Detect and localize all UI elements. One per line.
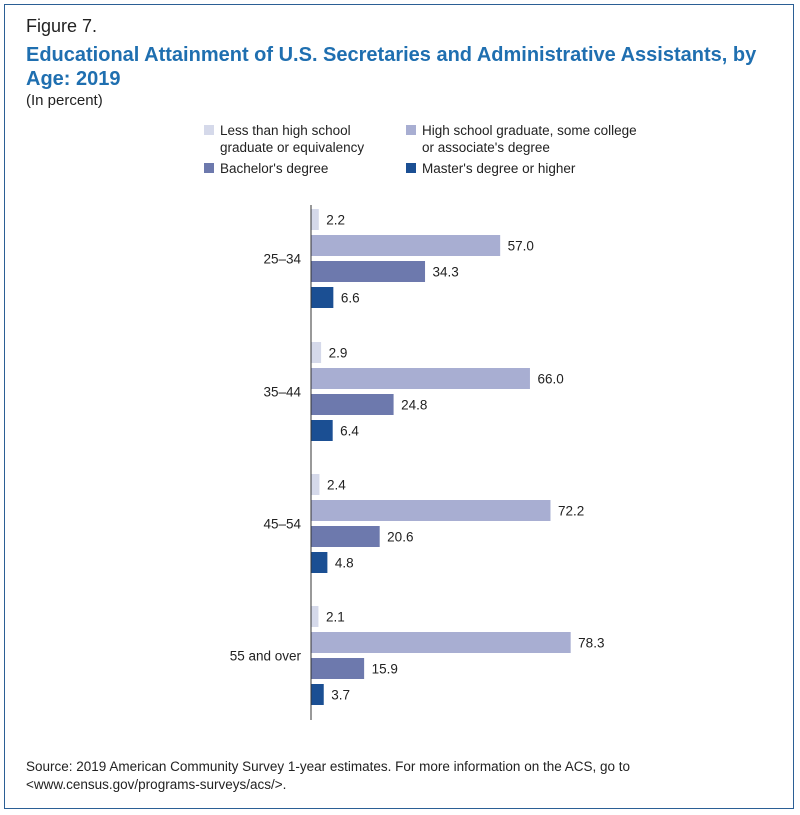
bar-35-44-series-1 [311,368,530,389]
bar-45-54-series-3 [311,552,328,573]
legend-swatch-less-than-high-school [204,125,214,135]
data-label-55-and-over-series-0: 2.1 [326,610,345,625]
data-label-55-and-over-series-3: 3.7 [331,688,350,703]
data-label-35-44-series-0: 2.9 [329,346,348,361]
legend-swatch-bachelors [204,163,214,173]
data-label-35-44-series-3: 6.4 [340,424,359,439]
bar-35-44-series-3 [311,420,333,441]
category-label-55-and-over: 55 and over [230,649,302,664]
bar-25-34-series-0 [311,209,319,230]
figure-label: Figure 7. [26,16,98,36]
bar-45-54-series-1 [311,500,551,521]
bar-35-44-series-0 [311,342,322,363]
bar-25-34-series-2 [311,261,426,282]
legend-label-high-school-some-college: High school graduate, some college or as… [422,123,637,155]
data-label-25-34-series-3: 6.6 [341,291,360,306]
bar-55-and-over-series-2 [311,658,365,679]
legend-item-high-school-some-college: High school graduate, some college or as… [406,122,637,156]
legend-item-masters: Master's degree or higher [406,160,612,177]
legend-label-less-than-high-school: Less than high school graduate or equiva… [220,123,365,155]
bar-25-34-series-1 [311,235,501,256]
data-label-55-and-over-series-1: 78.3 [578,636,604,651]
legend-label-masters: Master's degree or higher [422,161,576,176]
source-note: Source: 2019 American Community Survey 1… [26,759,631,792]
legend-swatch-high-school-some-college [406,125,416,135]
bar-45-54-series-0 [311,474,320,495]
bar-25-34-series-3 [311,287,334,308]
chart-subtitle: (In percent) [26,92,103,109]
bar-45-54-series-2 [311,526,380,547]
legend-item-less-than-high-school: Less than high school graduate or equiva… [204,122,395,156]
data-label-35-44-series-1: 66.0 [537,372,563,387]
category-label-25-34: 25–34 [263,252,301,267]
legend-label-bachelors: Bachelor's degree [220,161,329,176]
data-label-25-34-series-1: 57.0 [508,239,534,254]
bar-55-and-over-series-0 [311,606,319,627]
bar-55-and-over-series-1 [311,632,571,653]
legend-item-bachelors: Bachelor's degree [204,160,410,177]
data-label-45-54-series-0: 2.4 [327,478,346,493]
legend-swatch-masters [406,163,416,173]
figure-frame [4,4,794,809]
data-label-45-54-series-3: 4.8 [335,556,354,571]
data-label-55-and-over-series-2: 15.9 [372,662,398,677]
category-label-45-54: 45–54 [263,517,301,532]
bar-55-and-over-series-3 [311,684,324,705]
data-label-35-44-series-2: 24.8 [401,398,427,413]
data-label-45-54-series-1: 72.2 [558,504,584,519]
data-label-25-34-series-0: 2.2 [326,213,345,228]
data-label-45-54-series-2: 20.6 [387,530,413,545]
bar-35-44-series-2 [311,394,394,415]
category-label-35-44: 35–44 [263,385,301,400]
data-label-25-34-series-2: 34.3 [433,265,459,280]
chart-title: Educational Attainment of U.S. Secretari… [26,44,757,90]
